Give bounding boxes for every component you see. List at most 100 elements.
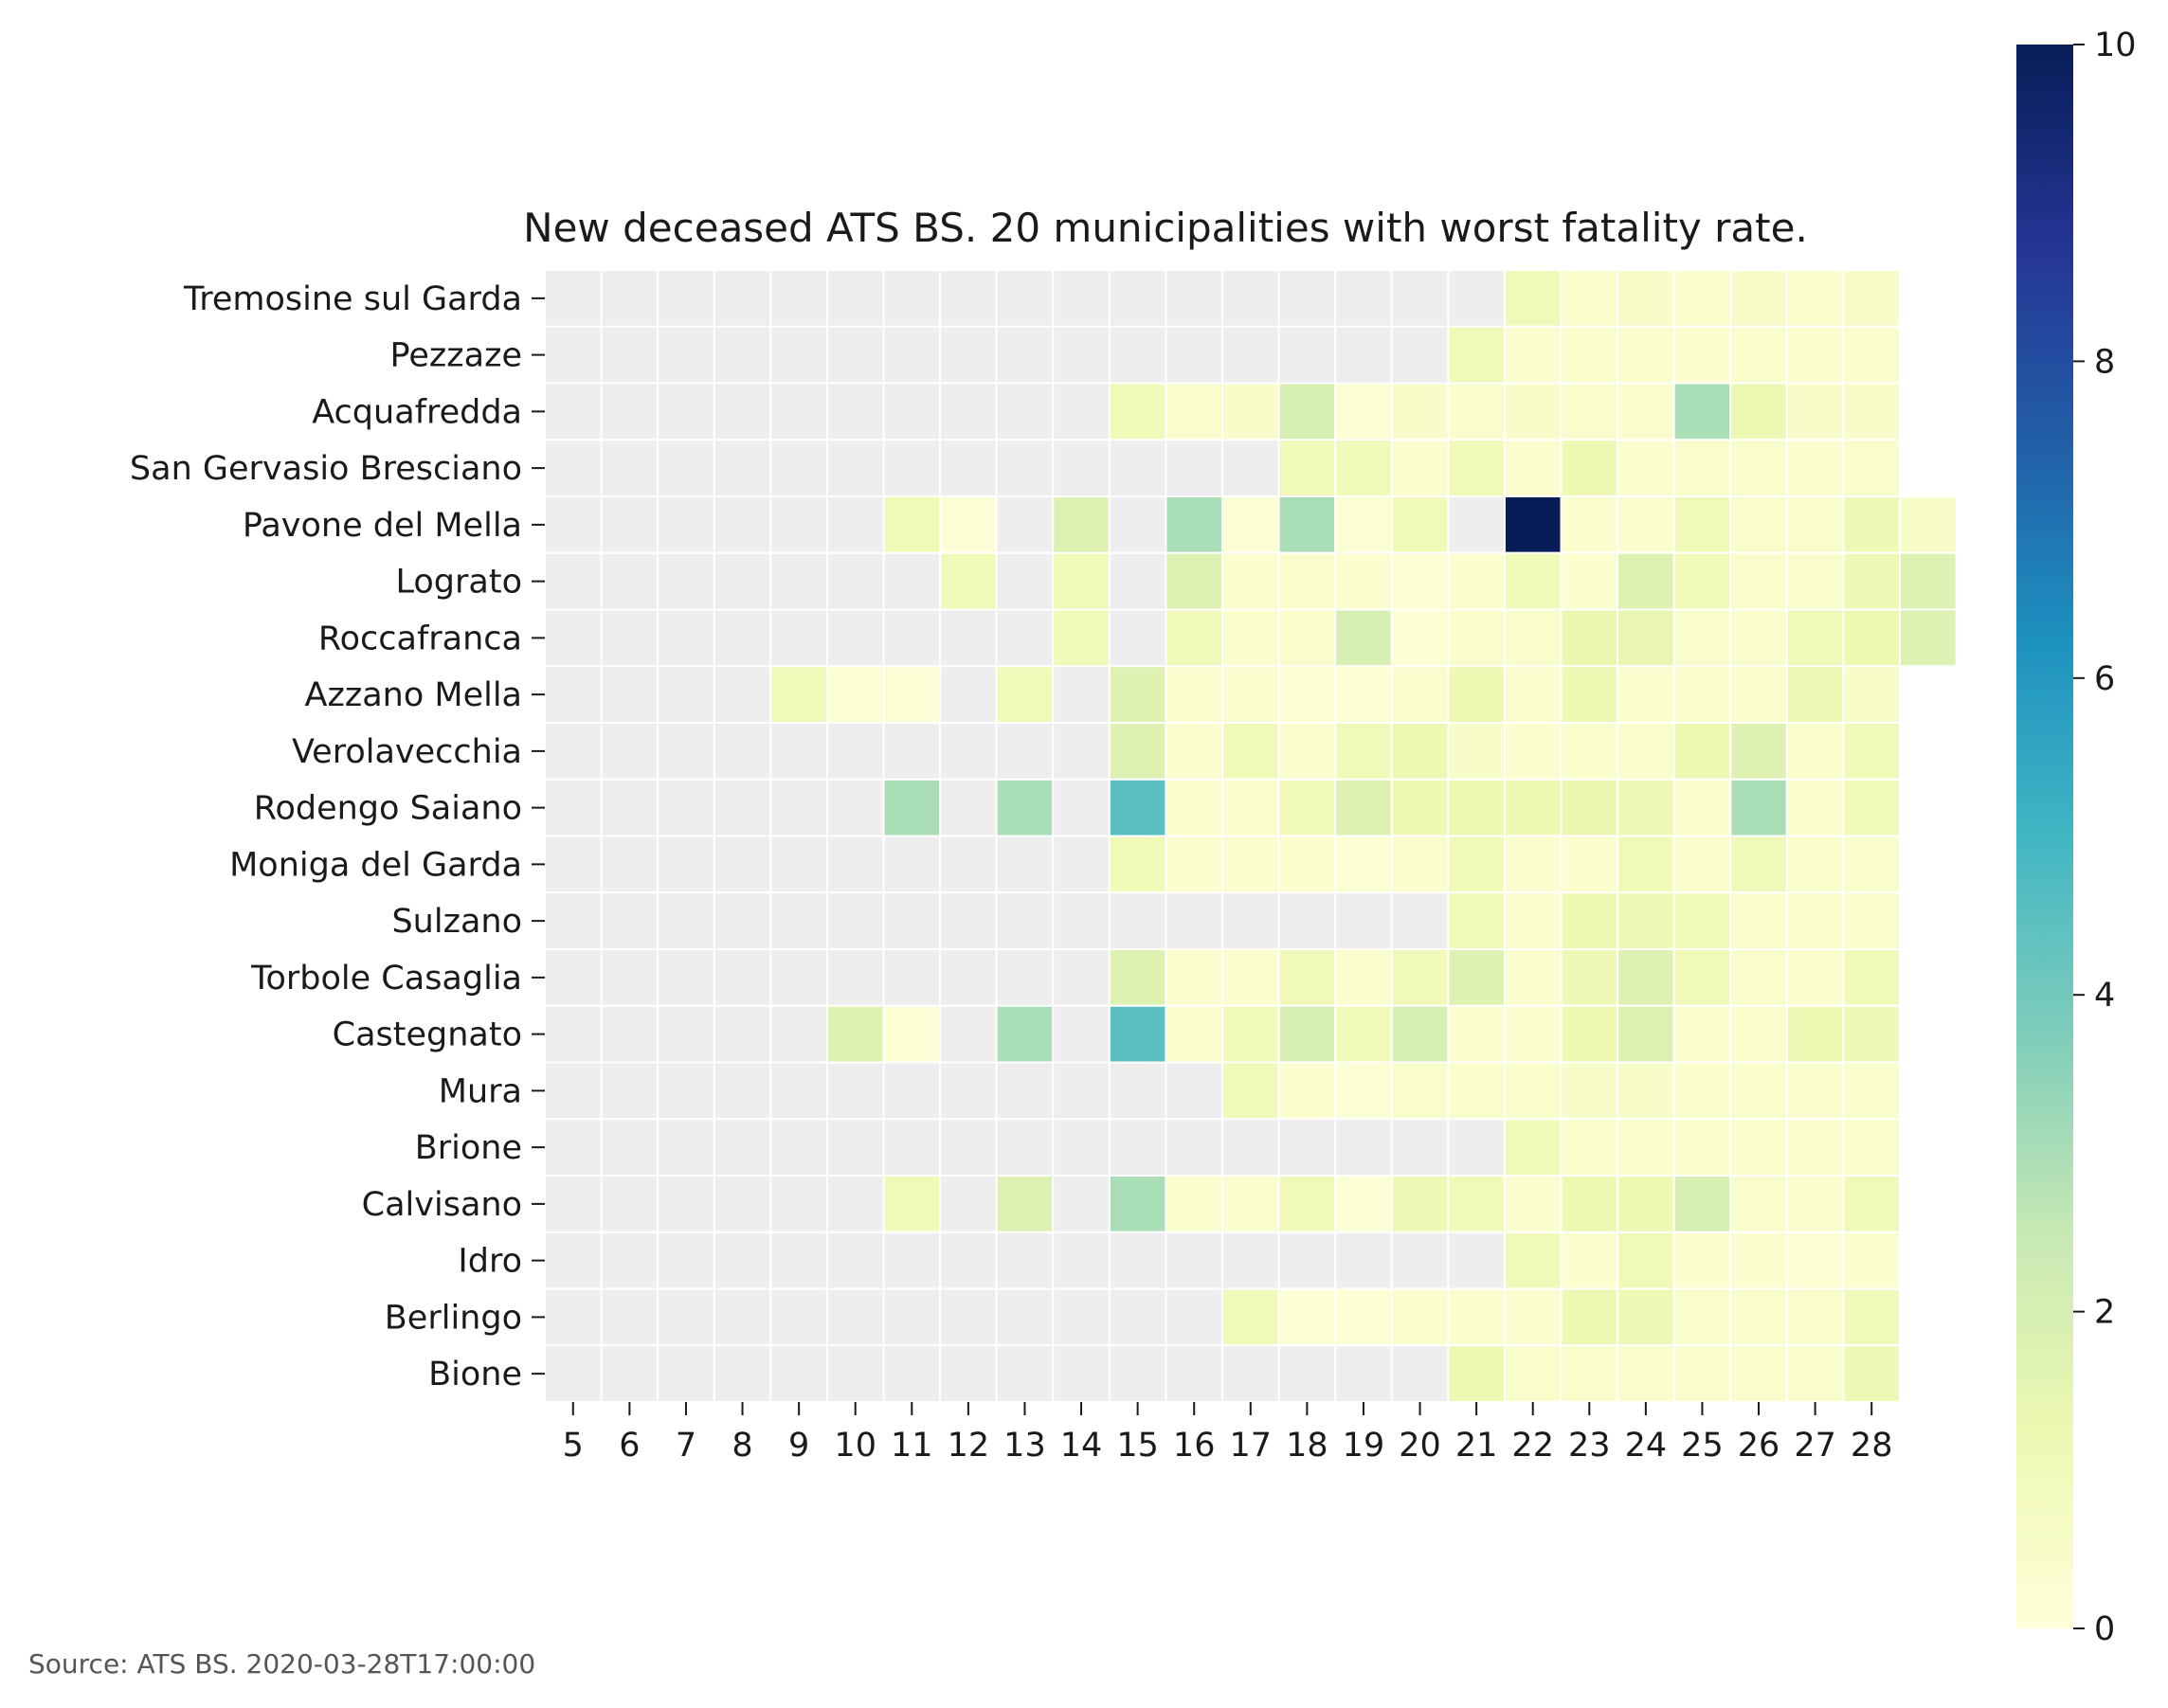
heatmap-cell xyxy=(769,495,828,554)
heatmap-cell xyxy=(600,1287,659,1347)
heatmap-cell xyxy=(657,608,715,668)
heatmap-cell xyxy=(995,891,1055,950)
heatmap-cell xyxy=(1390,325,1450,385)
heatmap-cell xyxy=(1729,891,1788,950)
heatmap-cell xyxy=(1729,835,1788,894)
heatmap-cell xyxy=(1560,778,1619,837)
heatmap-cell xyxy=(1503,1061,1563,1121)
heatmap-cell xyxy=(1165,269,1223,328)
heatmap-cell xyxy=(825,722,885,781)
heatmap-cell xyxy=(600,835,659,894)
heatmap-cell xyxy=(1503,325,1563,385)
heatmap-cell xyxy=(1221,269,1280,328)
heatmap-cell xyxy=(1390,948,1450,1007)
heatmap-cell xyxy=(1277,948,1337,1007)
heatmap-cell xyxy=(769,382,828,441)
x-tick-label: 28 xyxy=(1851,1427,1893,1465)
heatmap-cell xyxy=(1108,948,1167,1007)
heatmap-cell xyxy=(769,665,828,724)
heatmap-cell xyxy=(1334,1004,1393,1064)
y-tick-label: Acquafredda xyxy=(312,393,522,431)
heatmap-cell xyxy=(1277,495,1337,554)
x-tick-label: 13 xyxy=(1003,1427,1046,1465)
heatmap-cell xyxy=(544,439,603,497)
heatmap-cell xyxy=(1108,608,1167,668)
heatmap-cell xyxy=(1334,778,1393,837)
heatmap-cell xyxy=(1672,835,1732,894)
heatmap-cell xyxy=(1052,665,1111,724)
colorbar-tick-label: 10 xyxy=(2094,27,2137,64)
heatmap-cell xyxy=(600,891,659,950)
heatmap-cell xyxy=(939,1344,998,1403)
heatmap-cell xyxy=(1447,891,1506,950)
heatmap-cell xyxy=(1390,1175,1450,1233)
heatmap-cell xyxy=(1617,891,1675,950)
y-tick-label: Sulzano xyxy=(391,903,522,941)
heatmap-cell xyxy=(1672,665,1732,724)
heatmap-cell xyxy=(939,495,998,554)
heatmap-cell xyxy=(1052,325,1111,385)
heatmap-cell xyxy=(1108,1344,1167,1403)
heatmap-cell xyxy=(1165,1287,1223,1347)
heatmap-cell xyxy=(1729,722,1788,781)
heatmap-cell xyxy=(1672,269,1732,328)
heatmap-cell xyxy=(1617,722,1675,781)
heatmap-cell xyxy=(1617,1231,1675,1290)
heatmap-cell xyxy=(1503,1231,1563,1290)
heatmap-cell xyxy=(1277,722,1337,781)
heatmap-cell xyxy=(1785,722,1845,781)
heatmap-cell xyxy=(995,1344,1055,1403)
heatmap-cell xyxy=(1503,495,1563,554)
heatmap-cell xyxy=(1560,608,1619,668)
heatmap-cell xyxy=(600,1061,659,1121)
heatmap-cell xyxy=(1390,1287,1450,1347)
x-tick-label: 24 xyxy=(1625,1427,1668,1465)
heatmap-cell xyxy=(1108,1175,1167,1233)
heatmap-cell xyxy=(713,835,772,894)
x-tick-label: 11 xyxy=(891,1427,933,1465)
heatmap-cell xyxy=(1672,948,1732,1007)
heatmap-cell xyxy=(544,1004,603,1064)
heatmap-cell xyxy=(1503,1287,1563,1347)
heatmap-cell xyxy=(544,1175,603,1233)
heatmap-cell xyxy=(1503,891,1563,950)
heatmap-cell xyxy=(713,1231,772,1290)
x-tick-label: 15 xyxy=(1116,1427,1159,1465)
heatmap-cell xyxy=(769,269,828,328)
heatmap-cell xyxy=(825,269,885,328)
x-tick-label: 14 xyxy=(1060,1427,1103,1465)
heatmap-cell xyxy=(1447,1231,1506,1290)
heatmap-cell xyxy=(1390,1231,1450,1290)
heatmap-cell xyxy=(600,948,659,1007)
heatmap-cell xyxy=(769,1344,828,1403)
heatmap-cell xyxy=(1560,891,1619,950)
heatmap-cell xyxy=(769,835,828,894)
x-tick-label: 9 xyxy=(788,1427,809,1465)
heatmap-cell xyxy=(1785,1004,1845,1064)
heatmap-cell xyxy=(600,551,659,611)
heatmap-cell xyxy=(1617,325,1675,385)
heatmap-cell xyxy=(1277,1287,1337,1347)
heatmap-cell xyxy=(600,382,659,441)
heatmap-cell xyxy=(995,439,1055,497)
heatmap-cell xyxy=(1334,665,1393,724)
heatmap-cell xyxy=(769,1231,828,1290)
heatmap-cell xyxy=(600,1118,659,1177)
heatmap-cell xyxy=(1221,1175,1280,1233)
heatmap-cell xyxy=(1503,665,1563,724)
heatmap-cell xyxy=(1672,1061,1732,1121)
heatmap-cell xyxy=(1052,1175,1111,1233)
x-tick-label: 12 xyxy=(948,1427,990,1465)
heatmap-cell xyxy=(939,891,998,950)
heatmap-cell xyxy=(1052,608,1111,668)
heatmap-cell xyxy=(657,1004,715,1064)
heatmap-cell xyxy=(600,665,659,724)
heatmap-cell xyxy=(1052,948,1111,1007)
heatmap-cell xyxy=(1390,495,1450,554)
heatmap-cell xyxy=(1617,835,1675,894)
heatmap-cell xyxy=(1785,778,1845,837)
heatmap-cell xyxy=(1672,1344,1732,1403)
heatmap-cell xyxy=(1221,1118,1280,1177)
heatmap-cell xyxy=(1785,439,1845,497)
heatmap-cell xyxy=(1503,1004,1563,1064)
